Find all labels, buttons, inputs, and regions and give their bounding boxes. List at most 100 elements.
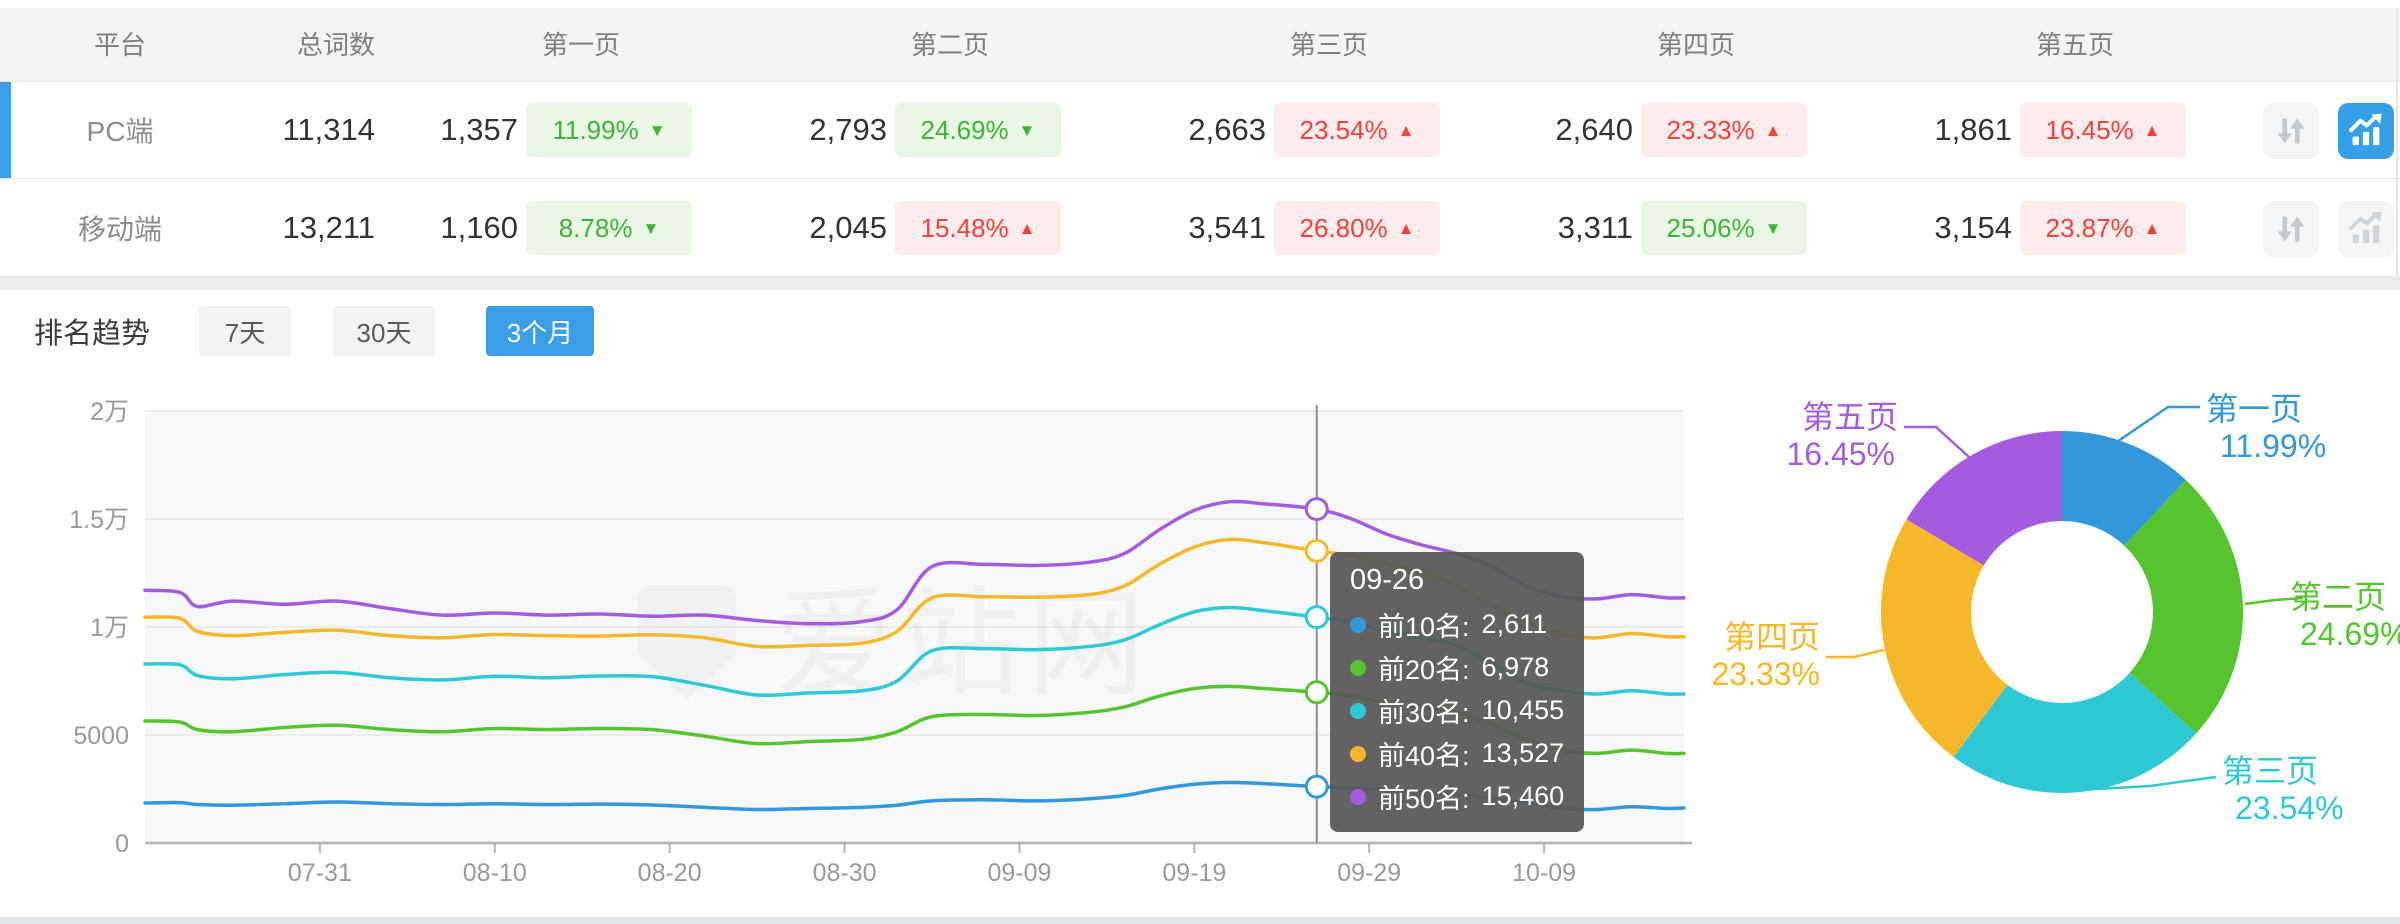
page5-change-badge: 16.45% ▲ (2020, 103, 2186, 157)
column-header-page4: 第四页 (1656, 30, 1735, 60)
badge-percent: 23.33% (1666, 114, 1755, 145)
column-header-page3: 第三页 (1289, 30, 1368, 60)
y-axis-label: 1万 (90, 614, 129, 642)
trend-chart-icon[interactable] (2338, 201, 2394, 257)
page2-cell: 2,045 15.48% ▲ (765, 180, 1135, 276)
tooltip-label: 前40名: (1378, 741, 1470, 771)
column-header-page5: 第五页 (2035, 30, 2114, 60)
tooltip-date: 09-26 (1350, 564, 1425, 596)
tooltip-value: 6,978 (1481, 652, 1550, 682)
donut-slice-0[interactable] (2062, 431, 2186, 546)
table-row-mobile[interactable]: 移动端 13,211 1,160 8.78% ▼ 2,045 15.48% ▲ 3,… (0, 180, 2400, 277)
page3-count: 3,541 (1188, 210, 1266, 245)
page5-count: 3,154 (1934, 210, 2012, 245)
badge-percent: 24.69% (920, 114, 1009, 145)
tooltip-label: 前50名: (1378, 784, 1470, 814)
column-header-platform: 平台 (93, 30, 146, 60)
tooltip-value: 15,460 (1481, 781, 1565, 811)
page5-cell: 3,154 23.87% ▲ (1890, 180, 2260, 276)
page2-change-badge: 24.69% ▼ (895, 103, 1061, 157)
badge-arrow-icon: ▲ (2143, 120, 2161, 140)
trend-section-title: 排名趋势 (34, 318, 151, 350)
badge-arrow-icon: ▲ (2143, 218, 2161, 238)
y-axis-label: 5000 (73, 722, 129, 750)
page2-count: 2,793 (809, 112, 887, 147)
table-row-pc[interactable]: PC端 11,314 1,357 11.99% ▼ 2,793 24.69% ▼ 2… (0, 82, 2400, 179)
badge-percent: 8.78% (558, 212, 633, 243)
donut-label-page3: 第三页 (2222, 753, 2319, 789)
page5-count: 1,861 (1934, 112, 2012, 147)
badge-percent: 15.48% (920, 212, 1009, 243)
page1-change-badge: 8.78% ▼ (526, 201, 692, 255)
page-bottom-strip (0, 917, 2400, 924)
badge-arrow-icon: ▼ (1018, 120, 1036, 140)
series-dot-top20 (1350, 659, 1366, 676)
tooltip-row: 前20名: 6,978 (1350, 646, 1564, 689)
tooltip-row: 前50名: 15,460 (1350, 775, 1564, 818)
highlight-marker-3 (1304, 538, 1329, 563)
page1-count: 1,357 (440, 112, 518, 147)
tooltip-row: 前40名: 13,527 (1350, 732, 1564, 775)
badge-percent: 23.87% (2045, 212, 2134, 243)
tooltip-label: 前10名: (1378, 612, 1470, 642)
donut-slice-1[interactable] (2124, 479, 2244, 734)
page3-cell: 3,541 26.80% ▲ (1144, 180, 1514, 276)
column-header-page1: 第一页 (541, 30, 620, 60)
platform-label: PC端 (86, 116, 154, 147)
badge-arrow-icon: ▼ (648, 120, 666, 140)
badge-percent: 25.06% (1666, 212, 1755, 243)
donut-leader-line-2 (2079, 775, 2217, 792)
page4-count: 3,311 (1557, 210, 1633, 245)
chart-tooltip: 09-26 前10名: 2,611 前20名: 6,978 前30名: 10,455 … (1330, 552, 1585, 832)
total-words-value: 13,211 (282, 210, 375, 245)
series-dot-top10 (1350, 616, 1366, 633)
donut-slice-3[interactable] (1881, 519, 2008, 757)
donut-leader-line-1 (2244, 596, 2304, 606)
tooltip-value: 2,611 (1481, 609, 1548, 639)
page2-cell: 2,793 24.69% ▼ (765, 82, 1135, 178)
panel-border (2396, 8, 2398, 278)
donut-leader-line-4 (1904, 425, 1971, 459)
highlight-marker-0 (1304, 774, 1329, 799)
badge-arrow-icon: ▲ (1397, 218, 1415, 238)
page2-count: 2,045 (809, 210, 887, 245)
page3-change-badge: 26.80% ▲ (1274, 201, 1440, 255)
page5-change-badge: 23.87% ▲ (2020, 201, 2186, 255)
page1-cell: 1,160 8.78% ▼ (396, 180, 766, 276)
tooltip-row: 前30名: 10,455 (1350, 689, 1564, 732)
page4-cell: 2,640 23.33% ▲ (1511, 82, 1881, 178)
page4-count: 2,640 (1555, 112, 1633, 147)
badge-arrow-icon: ▲ (1397, 120, 1415, 140)
donut-slice-2[interactable] (1953, 672, 2197, 793)
series-dot-top50 (1350, 788, 1366, 805)
platform-label: 移动端 (77, 214, 162, 245)
tooltip-value: 10,455 (1481, 695, 1565, 725)
donut-slice-4[interactable] (1906, 431, 2062, 566)
badge-arrow-icon: ▲ (1764, 120, 1782, 140)
total-words-value: 11,314 (282, 112, 375, 147)
y-axis-label: 2万 (90, 398, 129, 426)
donut-leader-line-3 (1826, 648, 1885, 659)
badge-arrow-icon: ▼ (1764, 218, 1782, 238)
sort-icon[interactable] (2263, 201, 2319, 257)
y-axis-label: 1.5万 (69, 506, 129, 534)
column-header-total: 总词数 (296, 30, 375, 60)
donut-label-page1: 第一页 (2206, 391, 2303, 427)
x-axis-label: 09-29 (1337, 859, 1401, 887)
sort-icon[interactable] (2263, 103, 2319, 159)
badge-percent: 23.54% (1299, 114, 1388, 145)
y-axis-label: 0 (115, 830, 129, 858)
tab-30-days[interactable]: 30天 (333, 306, 435, 356)
section-divider (0, 277, 2400, 290)
x-axis-label: 08-30 (813, 859, 877, 887)
tab-7-days[interactable]: 7天 (199, 306, 291, 356)
series-dot-top40 (1350, 745, 1366, 762)
tab-3-months[interactable]: 3个月 (486, 306, 594, 356)
donut-label-page3-pct: 23.54% (2235, 790, 2344, 826)
page2-change-badge: 15.48% ▲ (895, 201, 1061, 255)
badge-percent: 16.45% (2045, 114, 2134, 145)
trend-chart-icon[interactable] (2338, 103, 2394, 159)
highlight-marker-2 (1304, 605, 1329, 630)
donut-label-page4-pct: 23.33% (1711, 656, 1820, 692)
